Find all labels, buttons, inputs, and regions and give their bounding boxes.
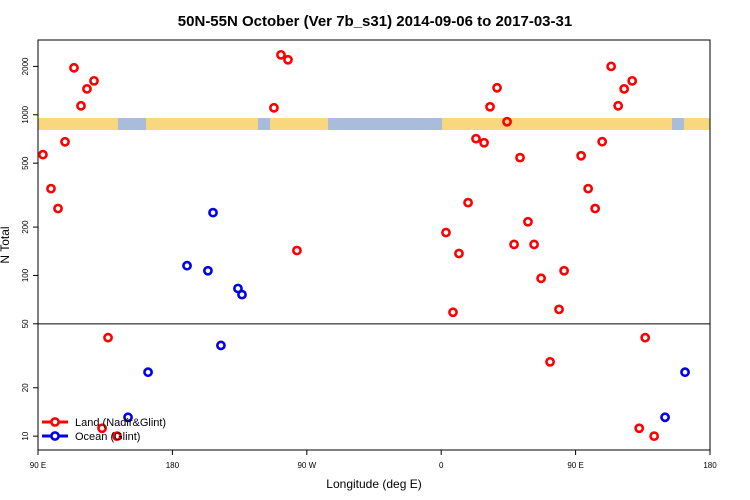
point [216,340,226,351]
chart-title: 50N-55N October (Ver 7b_s31) 2014-09-06 … [178,13,572,30]
y-tick-label: 500 [21,156,30,170]
point [554,304,564,315]
point [492,82,502,93]
point [583,183,594,194]
x-tick-label: 90 W [297,461,316,470]
point [182,260,192,271]
legend: Land (Nadir&Glint) Ocean (Glint) [42,417,166,443]
point [292,245,302,256]
x-tick-label: 0 [439,461,444,470]
x-tick-label: 90 E [567,461,583,470]
x-tick-label: 90 E [30,461,46,470]
point [276,49,286,60]
point [479,137,489,148]
point [463,197,473,208]
point [502,116,512,127]
point [60,136,70,147]
point [203,265,213,276]
point [89,75,99,86]
point [559,265,570,276]
land-strip [270,118,328,130]
legend-marker [50,417,60,427]
point [649,431,660,442]
y-tick-label: 200 [21,220,30,234]
point [660,412,670,423]
y-tick-label: 100 [21,268,30,282]
point [590,203,601,214]
point [680,367,690,378]
point [545,356,555,367]
point [485,101,495,112]
point [123,412,133,423]
point [269,102,279,113]
land-strip [684,118,710,130]
point [208,207,218,218]
legend-marker [50,431,60,441]
point [627,75,638,86]
point [97,423,107,434]
point [143,367,153,378]
land-strip [38,118,118,130]
surface-strip [38,118,710,130]
y-tick-label: 20 [21,383,30,392]
plot-frame [37,39,711,451]
point [283,54,293,65]
point [454,248,464,259]
point [640,332,651,343]
point [112,431,122,442]
legend-label: Ocean (Glint) [75,431,140,443]
point [53,203,63,214]
x-tick-label: 180 [166,461,180,470]
y-tick-label: 10 [21,431,30,440]
point [69,62,79,73]
point [634,423,645,434]
y-axis-label: N Total [0,226,12,263]
point [441,227,451,238]
point [606,61,617,72]
point [515,152,525,163]
x-tick-label: 180 [703,461,717,470]
legend-label: Land (Nadir&Glint) [75,417,166,429]
land-strip [442,118,672,130]
y-tick-label: 1000 [21,105,30,123]
point [448,307,458,318]
point [613,100,624,111]
point [529,239,539,250]
point [523,216,533,227]
point [82,83,92,94]
x-axis-label: Longitude (deg E) [326,477,421,491]
land-strip [146,118,258,130]
y-tick-label: 50 [21,319,30,328]
point [46,183,56,194]
point [103,332,113,343]
point [619,83,630,94]
y-tick-label: 2000 [21,57,30,75]
point [237,289,247,300]
point [38,149,48,160]
point [76,100,86,111]
point [597,136,608,147]
point [536,273,547,284]
point [471,133,481,144]
point [576,150,587,161]
point [509,239,519,250]
